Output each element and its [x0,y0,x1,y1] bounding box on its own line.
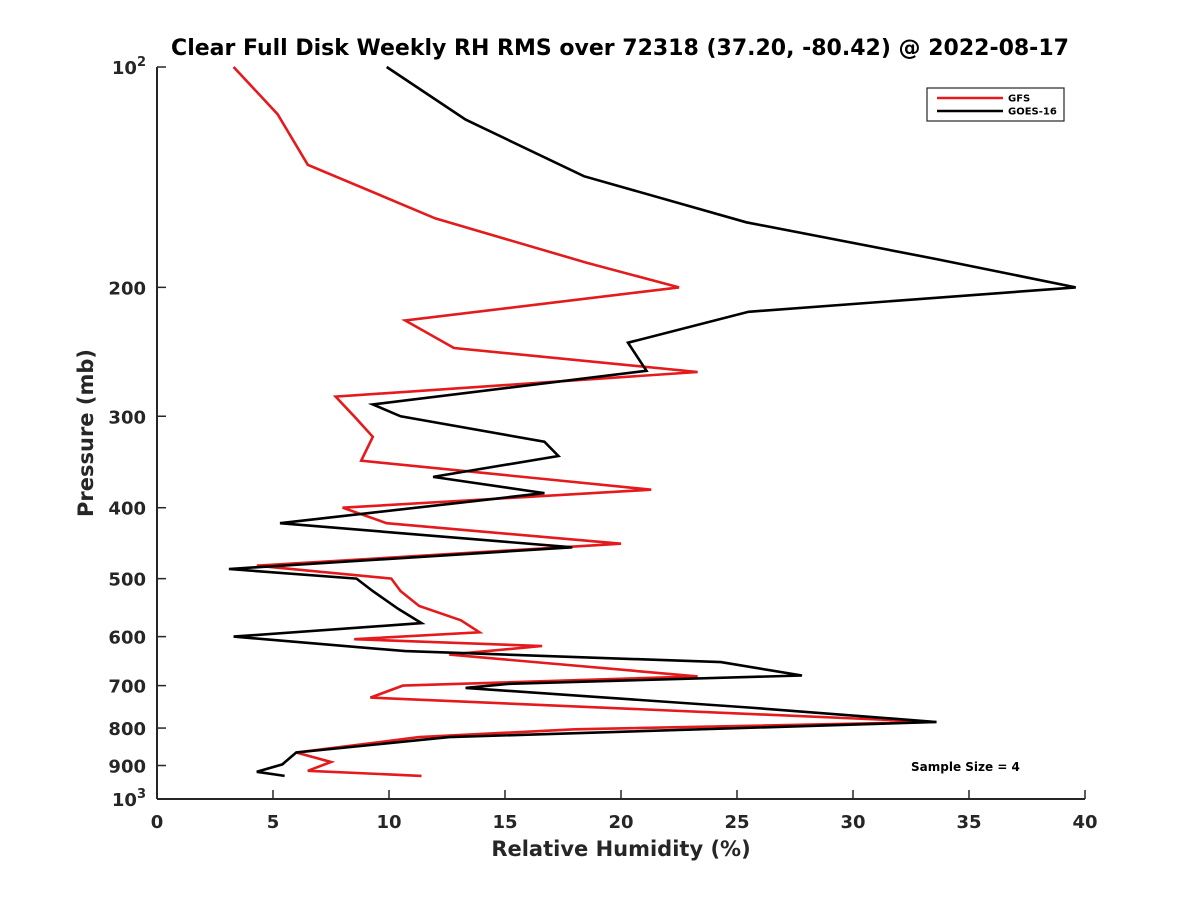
y-tick-label: 200 [108,278,146,299]
y-tick-label: 800 [108,719,146,740]
x-tick-label: 15 [492,812,517,833]
y-tick-label: 600 [108,628,146,649]
y-ticks: 102 200 300 400 500 600 700 800 900 103 [108,55,166,811]
legend-box [926,87,1065,122]
y-tick-label: 400 [108,499,146,520]
x-tick-label: 25 [724,812,749,833]
x-tick-label: 40 [1072,812,1097,833]
y-tick-label: 700 [108,677,146,698]
y-tick-label: 500 [108,570,146,591]
x-tick-label: 35 [956,812,981,833]
plot-area: 0 5 10 15 20 25 30 35 40 102 200 300 400 500 600 700 80… [108,55,1097,833]
chart-title: Clear Full Disk Weekly RH RMS over 72318… [171,36,1069,61]
y-tick-label: 103 [112,787,146,811]
legend-label-gfs: GFS [1008,94,1030,105]
y-tick-label: 102 [112,55,146,79]
series-lines [228,65,1076,778]
y-tick-label: 300 [108,407,146,428]
series-line-goes16 [228,65,1076,778]
x-tick-label: 10 [376,812,401,833]
x-ticks: 0 5 10 15 20 25 30 35 40 [151,790,1098,833]
legend-label-goes16: GOES-16 [1008,107,1057,118]
x-tick-label: 0 [151,812,164,833]
x-tick-label: 5 [267,812,280,833]
legend: GFS GOES-16 [926,87,1065,122]
y-axis-label: Pressure (mb) [74,349,98,517]
x-tick-label: 30 [840,812,865,833]
y-tick-label: 900 [108,757,146,778]
series-line-gfs [232,66,937,778]
x-tick-label: 20 [608,812,633,833]
x-axis-label: Relative Humidity (%) [491,837,750,861]
sample-size-annotation: Sample Size = 4 [911,760,1020,774]
